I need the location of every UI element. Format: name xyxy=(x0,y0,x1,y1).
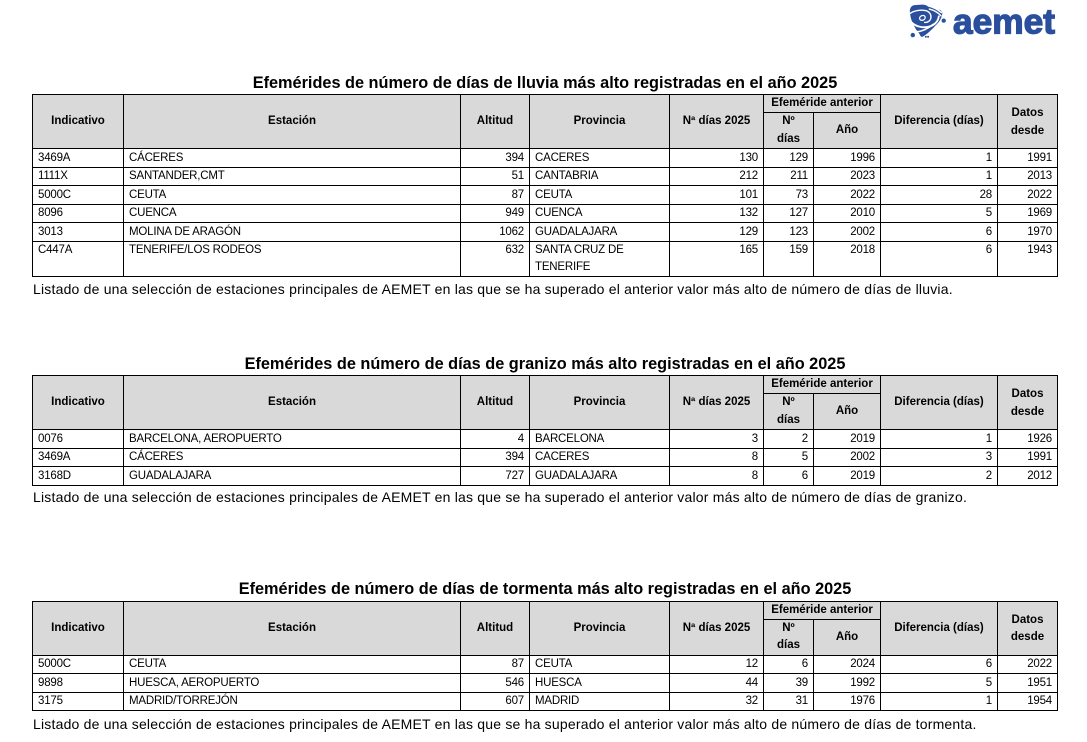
svg-text:aemet: aemet xyxy=(953,2,1055,41)
